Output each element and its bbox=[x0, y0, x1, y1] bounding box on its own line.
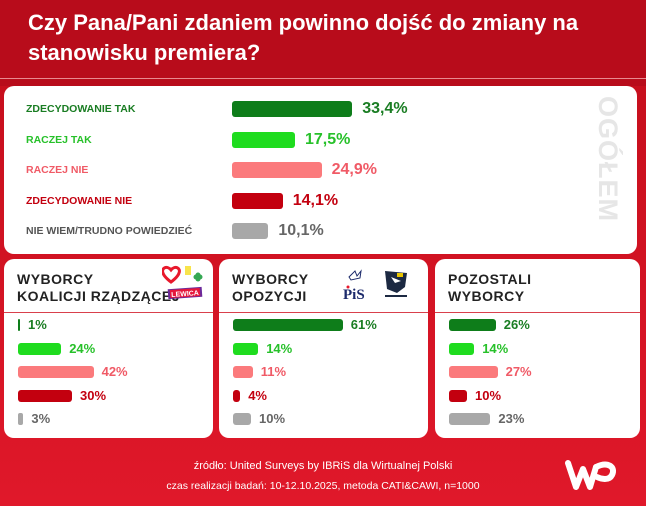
title-band bbox=[0, 0, 646, 86]
ko-heart-logo bbox=[162, 265, 181, 284]
bar bbox=[449, 342, 475, 355]
bar bbox=[449, 366, 498, 378]
bar bbox=[232, 162, 322, 178]
bar bbox=[18, 389, 72, 402]
category-label: RACZEJ NIE bbox=[26, 164, 89, 176]
panel-title: WYBORCY OPOZYCJI bbox=[232, 271, 309, 305]
value-label: 10% bbox=[475, 387, 502, 403]
category-label: RACZEJ TAK bbox=[26, 133, 92, 146]
value-label: 4% bbox=[248, 387, 267, 403]
bar bbox=[232, 131, 295, 148]
coalition-voters-panel: WYBORCY KOALICJI RZĄDZĄCEJ LEWICA 1% 24% 4… bbox=[4, 259, 213, 438]
bar bbox=[18, 319, 20, 331]
value-label: 24,9% bbox=[331, 161, 377, 178]
panel-header: WYBORCY OPOZYCJI PiS bbox=[219, 259, 428, 313]
panel-title-line: POZOSTALI bbox=[448, 271, 532, 287]
page-title: Czy Pana/Pani zdaniem powinno dojść do z… bbox=[28, 10, 579, 65]
overall-label: OGÓŁEM bbox=[593, 96, 623, 222]
bar bbox=[232, 223, 269, 239]
bar bbox=[233, 413, 251, 425]
panel-title-line: KOALICJI RZĄDZĄCEJ bbox=[17, 288, 181, 304]
bar bbox=[233, 389, 241, 402]
opposition-voters-panel: WYBORCY OPOZYCJI PiS 61% 14% 11% 4% 10% bbox=[219, 259, 428, 438]
polska2050-logo bbox=[185, 266, 191, 275]
value-label: 33,4% bbox=[362, 100, 408, 117]
wp-logo bbox=[565, 460, 616, 490]
opposition-logos: PiS bbox=[343, 269, 407, 303]
value-label: 10% bbox=[259, 411, 286, 426]
bar bbox=[233, 342, 259, 355]
value-label: 14% bbox=[482, 340, 509, 356]
value-label: 11% bbox=[260, 364, 287, 379]
panel-title: WYBORCY KOALICJI RZĄDZĄCEJ bbox=[17, 271, 180, 305]
value-label: 42% bbox=[101, 364, 128, 379]
value-label: 23% bbox=[498, 411, 525, 426]
pis-eagle-logo bbox=[348, 269, 362, 281]
panel-title-line: OPOZYCJI bbox=[232, 288, 307, 304]
lewica-logo-text: LEWICA bbox=[171, 290, 199, 299]
category-label: ZDECYDOWANIE TAK bbox=[26, 103, 136, 115]
source-note: źródło: United Surveys by IBRiS dla Wirt… bbox=[193, 460, 453, 472]
value-label: 14% bbox=[266, 340, 293, 356]
coalition-logos: LEWICA bbox=[162, 265, 203, 300]
bar bbox=[18, 413, 24, 425]
bar bbox=[18, 342, 62, 355]
value-label: 3% bbox=[31, 411, 51, 426]
panel-title: POZOSTALI WYBORCY bbox=[448, 271, 532, 305]
bar bbox=[232, 192, 283, 209]
value-label: 27% bbox=[505, 364, 532, 379]
bar bbox=[233, 319, 343, 331]
other-voters-panel: POZOSTALI WYBORCY 26% 14% 27% 10% 23% bbox=[435, 259, 640, 438]
panel-header: POZOSTALI WYBORCY bbox=[435, 259, 640, 313]
overall-panel: OGÓŁEM ZDECYDOWANIE TAK 33,4% RACZEJ TAK 17… bbox=[4, 86, 637, 254]
value-label: 61% bbox=[350, 317, 377, 332]
psl-clover-logo bbox=[193, 272, 203, 282]
panel-header: WYBORCY KOALICJI RZĄDZĄCEJ LEWICA bbox=[4, 259, 213, 313]
value-label: 17,5% bbox=[305, 130, 351, 148]
category-label: NIE WIEM/TRUDNO POWIEDZIEĆ bbox=[26, 225, 193, 237]
bar bbox=[233, 366, 253, 378]
value-label: 10,1% bbox=[278, 222, 324, 239]
bar bbox=[449, 413, 491, 425]
bar bbox=[232, 101, 353, 117]
pis-logo-text: PiS bbox=[343, 287, 365, 303]
bar bbox=[449, 319, 496, 331]
value-label: 24% bbox=[69, 340, 96, 356]
panel-title-line: WYBORCY bbox=[17, 271, 94, 287]
value-label: 1% bbox=[28, 317, 47, 332]
panel-title-line: WYBORCY bbox=[232, 271, 309, 287]
method-note: czas realizacji badań: 10-12.10.2025, me… bbox=[166, 480, 480, 492]
category-label: ZDECYDOWANIE NIE bbox=[26, 194, 133, 207]
value-label: 26% bbox=[503, 317, 530, 332]
value-label: 30% bbox=[80, 387, 107, 403]
title-divider bbox=[0, 78, 646, 79]
bar bbox=[18, 366, 94, 378]
panel-title-line: WYBORCY bbox=[448, 288, 525, 304]
value-label: 14,1% bbox=[292, 191, 339, 209]
bar bbox=[449, 389, 467, 402]
